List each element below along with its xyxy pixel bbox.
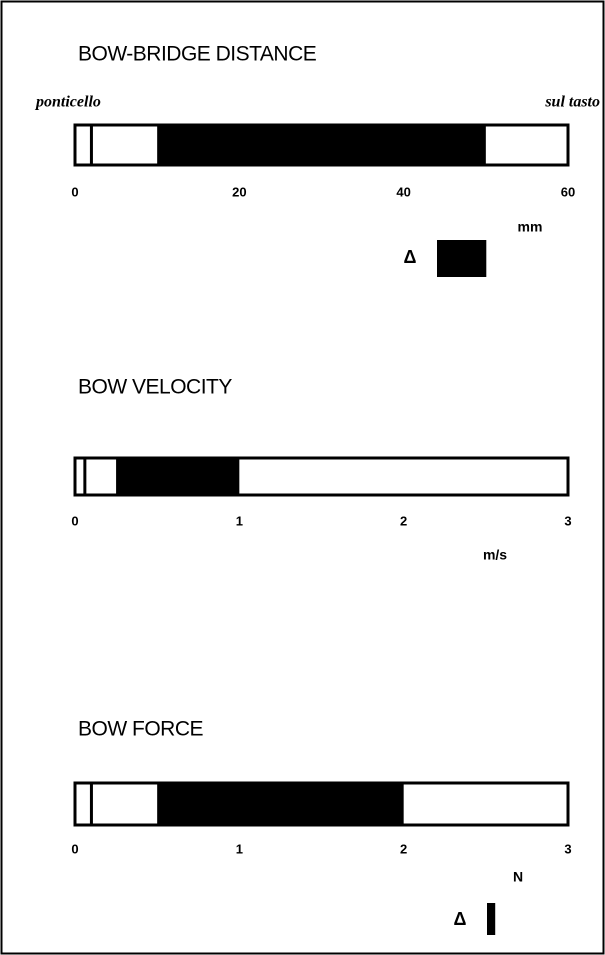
range-bar xyxy=(157,125,486,165)
unit-label: N xyxy=(513,869,523,885)
range-bar xyxy=(116,458,240,495)
unit-label: m/s xyxy=(483,547,507,563)
x-tick-label: 1 xyxy=(236,513,243,528)
left-label: ponticello xyxy=(34,94,101,111)
x-tick-label: 2 xyxy=(400,841,407,856)
x-tick-label: 20 xyxy=(232,184,246,199)
x-tick-label: 1 xyxy=(236,841,243,856)
x-tick-label: 2 xyxy=(400,513,407,528)
delta-label: Δ xyxy=(404,247,417,267)
delta-label: Δ xyxy=(454,909,467,929)
x-tick-label: 0 xyxy=(71,513,78,528)
section-title: BOW FORCE xyxy=(78,718,203,741)
section-title: BOW-BRIDGE DISTANCE xyxy=(78,43,317,66)
section-title: BOW VELOCITY xyxy=(78,376,232,399)
delta-box xyxy=(487,903,496,935)
x-tick-label: 3 xyxy=(564,513,571,528)
delta-box xyxy=(437,240,487,277)
range-bar xyxy=(157,783,404,825)
x-tick-label: 0 xyxy=(71,184,78,199)
x-tick-label: 0 xyxy=(71,841,78,856)
x-tick-label: 3 xyxy=(564,841,571,856)
x-tick-label: 40 xyxy=(396,184,410,199)
unit-label: mm xyxy=(518,219,543,235)
right-label: sul tasto xyxy=(544,94,600,111)
x-tick-label: 60 xyxy=(561,184,575,199)
